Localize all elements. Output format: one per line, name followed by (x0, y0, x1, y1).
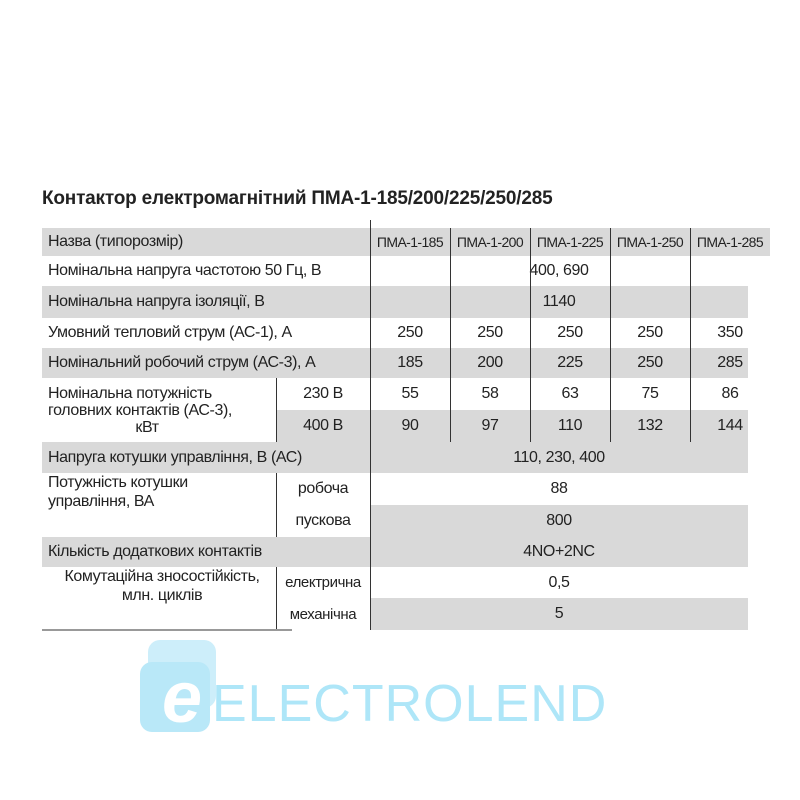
electrolend-logo: e ELECTROLEND (140, 640, 680, 740)
row-value: 250 (637, 354, 663, 371)
model-header: ПМА-1-185 (376, 234, 444, 250)
row-label: Номінальна напруга частотою 50 Гц, В (48, 262, 322, 279)
row-label-line: Комутаційна зносостійкість, (64, 568, 260, 585)
sub-label: робоча (297, 480, 349, 497)
row-value: 350 (717, 324, 743, 341)
row-shading (42, 286, 748, 318)
model-header: ПМА-1-285 (696, 234, 764, 250)
row-value: 110, 230, 400 (513, 448, 605, 466)
sub-label: механічна (289, 605, 357, 623)
row-value: 58 (481, 385, 499, 402)
row-value: 250 (557, 324, 583, 341)
column-divider (450, 228, 451, 442)
row-value: 185 (397, 354, 423, 371)
row-value: 400, 690 (529, 262, 589, 279)
row-label-line: млн. циклів (121, 587, 203, 604)
logo-text: ELECTROLEND (212, 675, 608, 733)
logo-square (140, 662, 210, 732)
row-value: 200 (477, 354, 503, 371)
column-divider (690, 228, 691, 442)
model-header: ПМА-1-250 (616, 234, 684, 250)
row-value: 132 (637, 417, 663, 434)
row-value: 97 (481, 417, 499, 434)
row-value: 55 (401, 385, 419, 402)
row-label: Умовний тепловий струм (АС-1), А (48, 324, 292, 341)
row-shading (370, 505, 748, 537)
column-divider (370, 220, 371, 630)
row-shading (276, 410, 748, 442)
table-bottom-line (42, 629, 292, 631)
row-value: 88 (550, 480, 568, 497)
row-value: 75 (641, 385, 659, 402)
row-value: 250 (637, 324, 663, 341)
model-header: ПМА-1-225 (536, 234, 604, 250)
column-divider (610, 228, 611, 442)
row-value: 5 (554, 605, 564, 622)
row-shading (370, 598, 748, 630)
row-shading (42, 348, 748, 378)
model-header: ПМА-1-200 (456, 234, 524, 250)
row-label-line: Потужність котушки (48, 474, 188, 491)
column-divider (276, 378, 277, 442)
column-divider (276, 567, 277, 630)
sub-label: пускова (295, 512, 351, 529)
row-label: Номінальний робочий струм (АС-3), А (48, 354, 316, 371)
row-value: 63 (561, 385, 579, 402)
page-title: Контактор електромагнітний ПМА-1-185/200… (42, 188, 553, 209)
sub-label: електрична (285, 574, 361, 591)
row-value: 225 (557, 354, 583, 371)
row-value: 285 (717, 354, 743, 371)
row-label: Номінальна напруга ізоляції, В (48, 293, 265, 310)
row-label: Потужність котушки управління, ВА (42, 473, 276, 537)
row-label-line: кВт (135, 418, 159, 436)
sub-label: 230 В (303, 385, 343, 402)
row-value: 86 (721, 385, 739, 402)
row-label: Кількість додаткових контактів (48, 543, 262, 560)
row-value: 144 (717, 417, 743, 434)
header-label: Назва (типорозмір) (48, 233, 183, 250)
row-shading (42, 442, 748, 473)
column-divider (276, 473, 277, 537)
logo-letter: e (162, 658, 203, 738)
row-value: 800 (546, 512, 572, 529)
row-label: Напруга котушки управління, В (АС) (48, 448, 302, 466)
row-value: 90 (401, 417, 419, 434)
row-value: 4NO+2NC (523, 543, 595, 560)
row-label-line: головних контактів (АС-3), (48, 401, 232, 419)
row-value: 0,5 (548, 573, 570, 591)
row-label-line: управління, ВА (48, 493, 154, 510)
row-shading (42, 537, 748, 567)
row-value: 250 (397, 324, 423, 341)
row-label: Номінальна потужність головних контактів … (42, 378, 276, 442)
row-label-line: Номінальна потужність (48, 384, 212, 402)
row-shading (42, 228, 770, 256)
row-label: Комутаційна зносостійкість, млн. циклів (42, 567, 276, 630)
row-value: 110 (557, 417, 583, 434)
row-value: 250 (477, 324, 503, 341)
sub-label: 400 В (303, 417, 343, 434)
row-value: 1140 (542, 293, 576, 310)
column-divider (530, 228, 531, 442)
